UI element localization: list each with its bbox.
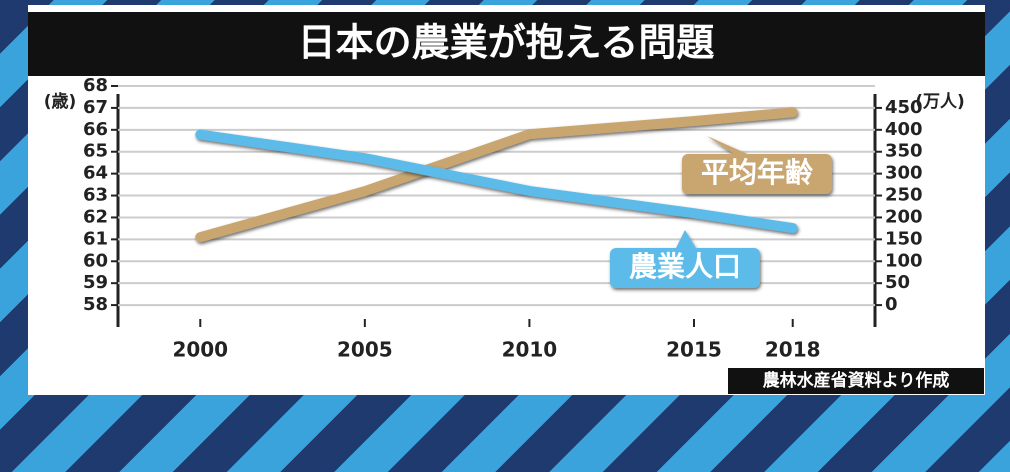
y-tick-label: 62 <box>83 206 108 227</box>
legend-label: 平均年齢 <box>701 156 813 189</box>
y-axis-label: (歳) <box>44 91 77 112</box>
y2-tick-label: 50 <box>885 272 910 293</box>
x-tick-label: 2015 <box>666 338 722 362</box>
label-pointer <box>675 230 697 250</box>
y-tick-label: 60 <box>83 250 108 271</box>
x-tick-label: 2005 <box>337 338 393 362</box>
y2-tick-label: 350 <box>885 141 923 162</box>
series-label: 平均年齢 <box>682 136 832 194</box>
source-box <box>728 368 984 394</box>
y-tick-label: 66 <box>83 119 108 140</box>
y-tick-label: 61 <box>83 228 108 249</box>
y-tick-label: 64 <box>83 163 108 184</box>
label-pointer <box>707 136 752 156</box>
label-box <box>682 154 832 194</box>
y2-tick-label: 0 <box>885 294 898 315</box>
y2-tick-label: 300 <box>885 163 923 184</box>
y2-tick-label: 100 <box>885 250 923 271</box>
x-tick-label: 2018 <box>765 338 821 362</box>
x-tick-label: 2000 <box>172 338 228 362</box>
source: 農林水産省資料より作成 <box>763 370 950 391</box>
y2-tick-label: 250 <box>885 185 923 206</box>
y2-tick-label: 400 <box>885 119 923 140</box>
y-tick-label: 67 <box>83 97 108 118</box>
y2-tick-label: 200 <box>885 206 923 227</box>
title-bar <box>28 12 985 76</box>
x-tick-label: 2010 <box>502 338 558 362</box>
series-label: 農業人口 <box>610 230 760 288</box>
series-line <box>195 129 798 234</box>
y2-tick-label: 150 <box>885 228 923 249</box>
chart-title: 日本の農業が抱える問題 <box>298 21 715 65</box>
y-tick-label: 59 <box>83 272 108 293</box>
y-tick-label: 68 <box>83 75 108 96</box>
y2-tick-label: 450 <box>885 97 923 118</box>
series-line <box>195 107 798 243</box>
label-box <box>610 248 760 288</box>
y-tick-label: 58 <box>83 294 108 315</box>
y-tick-label: 63 <box>83 185 108 206</box>
legend-label: 農業人口 <box>629 250 741 283</box>
y2-axis-label: (万人) <box>915 92 965 112</box>
y-tick-label: 65 <box>83 141 108 162</box>
